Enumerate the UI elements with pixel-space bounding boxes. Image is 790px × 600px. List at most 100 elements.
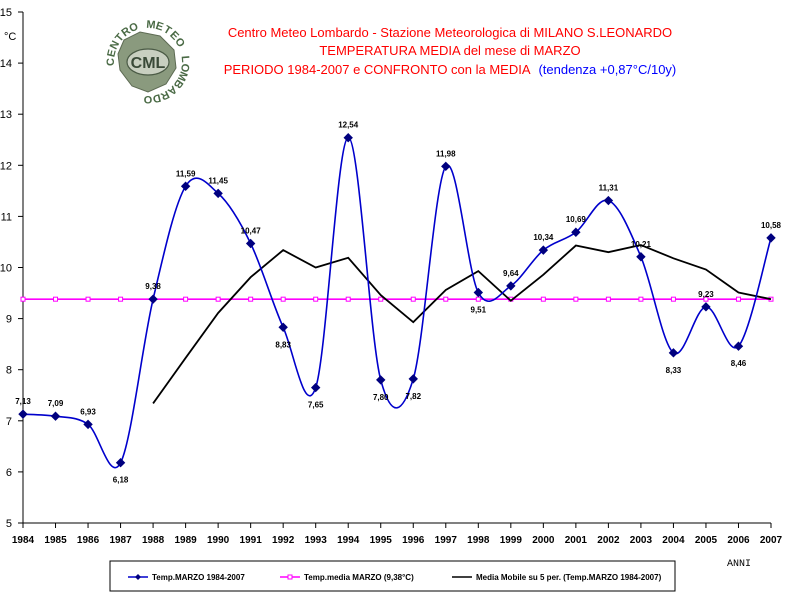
data-point bbox=[85, 296, 91, 302]
data-point bbox=[115, 457, 126, 468]
data-point bbox=[733, 341, 744, 351]
x-tick-label: 1999 bbox=[500, 535, 523, 546]
y-tick-label: 15 bbox=[0, 7, 12, 19]
y-tick-label: 14 bbox=[0, 58, 12, 70]
data-point bbox=[410, 296, 416, 302]
svg-text:E: E bbox=[154, 20, 165, 34]
data-label: 10,47 bbox=[241, 226, 262, 235]
x-tick-label: 1994 bbox=[337, 535, 360, 546]
data-point bbox=[538, 245, 549, 255]
data-label: 7,09 bbox=[48, 399, 64, 408]
data-point bbox=[506, 281, 516, 291]
x-tick-label: 1985 bbox=[44, 535, 67, 546]
data-point bbox=[605, 296, 611, 302]
svg-text:D: D bbox=[151, 91, 162, 105]
data-point bbox=[20, 296, 26, 302]
svg-text:E: E bbox=[105, 48, 118, 58]
data-label: 10,34 bbox=[533, 233, 554, 242]
x-tick-label: 1996 bbox=[402, 535, 425, 546]
logo-abbreviation: CML bbox=[131, 55, 166, 72]
data-label: 7,13 bbox=[15, 397, 31, 406]
axes: 5 6 7 8 9 10 11 12 13 14 15 1984 1985 1986 1987 1988 198… bbox=[0, 7, 783, 546]
svg-text:M: M bbox=[146, 19, 156, 32]
y-tick-label: 7 bbox=[6, 416, 12, 428]
chart-title-line-3: PERIODO 1984-2007 e CONFRONTO con la MED… bbox=[224, 62, 677, 77]
x-tick-label: 1998 bbox=[467, 535, 490, 546]
chart-title-line-1: Centro Meteo Lombardo - Stazione Meteoro… bbox=[228, 25, 672, 40]
x-tick-label: 2003 bbox=[630, 535, 653, 546]
y-tick-label: 13 bbox=[0, 109, 12, 121]
data-point bbox=[735, 296, 741, 302]
x-tick-label: 2007 bbox=[760, 535, 783, 546]
data-label: 6,93 bbox=[80, 407, 96, 416]
data-point bbox=[183, 296, 189, 302]
chart-title-line-2: TEMPERATURA MEDIA del mese di MARZO bbox=[319, 43, 580, 58]
legend-label: Media Mobile su 5 per. (Temp.MARZO 1984-… bbox=[476, 573, 662, 582]
data-point bbox=[278, 322, 288, 332]
y-tick-label: 11 bbox=[1, 211, 12, 223]
legend-label: Temp.MARZO 1984-2007 bbox=[152, 573, 245, 582]
data-label: 10,21 bbox=[631, 240, 652, 249]
x-tick-label: 1988 bbox=[142, 535, 165, 546]
data-point bbox=[670, 296, 676, 302]
x-tick-label: 1984 bbox=[12, 535, 35, 546]
chart-trend-text: (tendenza +0,87°C/10y) bbox=[538, 62, 676, 77]
y-tick-label: 8 bbox=[6, 365, 12, 377]
x-tick-label: 2006 bbox=[727, 535, 750, 546]
data-point bbox=[638, 296, 644, 302]
data-point bbox=[443, 296, 449, 302]
data-point bbox=[310, 382, 321, 393]
data-label: 9,38 bbox=[145, 282, 161, 291]
data-point bbox=[703, 296, 709, 302]
data-point bbox=[83, 419, 93, 430]
series-2 bbox=[152, 244, 772, 404]
data-label: 7,65 bbox=[308, 401, 324, 410]
legend-item-0: Temp.MARZO 1984-2007 bbox=[128, 573, 245, 582]
x-tick-label: 2005 bbox=[695, 535, 718, 546]
svg-text:M: M bbox=[175, 70, 190, 83]
data-label: 11,98 bbox=[436, 149, 456, 158]
data-point bbox=[668, 348, 679, 358]
legend-item-1: Temp.media MARZO (9,38°C) bbox=[280, 573, 414, 582]
data-label: 9,64 bbox=[503, 269, 519, 278]
x-tick-label: 1990 bbox=[207, 535, 230, 546]
data-point bbox=[540, 296, 546, 302]
data-label: 8,33 bbox=[666, 366, 682, 375]
legend-label: Temp.media MARZO (9,38°C) bbox=[304, 573, 414, 582]
data-point bbox=[148, 294, 158, 304]
x-tick-label: 2002 bbox=[597, 535, 620, 546]
data-point bbox=[18, 409, 28, 419]
data-point bbox=[343, 132, 353, 143]
x-axis-label: ANNI bbox=[727, 559, 751, 570]
svg-text:O: O bbox=[178, 63, 191, 74]
legend-marker bbox=[135, 574, 141, 580]
data-point bbox=[215, 296, 221, 302]
data-label: 8,83 bbox=[275, 340, 291, 349]
data-point bbox=[313, 296, 319, 302]
data-point bbox=[50, 411, 61, 421]
y-tick-label: 6 bbox=[6, 467, 12, 479]
data-label: 7,82 bbox=[405, 392, 421, 401]
data-point bbox=[248, 296, 254, 302]
series-line bbox=[152, 244, 772, 404]
x-tick-label: 1992 bbox=[272, 535, 295, 546]
data-label: 11,31 bbox=[599, 184, 619, 193]
legend-marker bbox=[287, 574, 293, 580]
data-label: 6,18 bbox=[113, 476, 129, 485]
legend-item-2: Media Mobile su 5 per. (Temp.MARZO 1984-… bbox=[452, 573, 662, 582]
data-point bbox=[408, 374, 418, 384]
x-tick-label: 1995 bbox=[370, 535, 393, 546]
data-point bbox=[603, 195, 614, 206]
y-tick-label: 12 bbox=[0, 160, 12, 172]
data-point bbox=[475, 296, 481, 302]
y-axis-label: °C bbox=[4, 31, 16, 43]
x-tick-label: 1997 bbox=[435, 535, 458, 546]
series-layer bbox=[18, 132, 776, 469]
data-point bbox=[180, 181, 191, 191]
legend: Temp.MARZO 1984-2007 Temp.media MARZO (9,… bbox=[109, 560, 676, 592]
data-label: 12,54 bbox=[338, 121, 359, 130]
data-point bbox=[571, 227, 581, 237]
data-labels: 7,13 7,09 6,93 6,18 9,38 11,59 11,45 10,47 8,83 7… bbox=[15, 121, 781, 485]
